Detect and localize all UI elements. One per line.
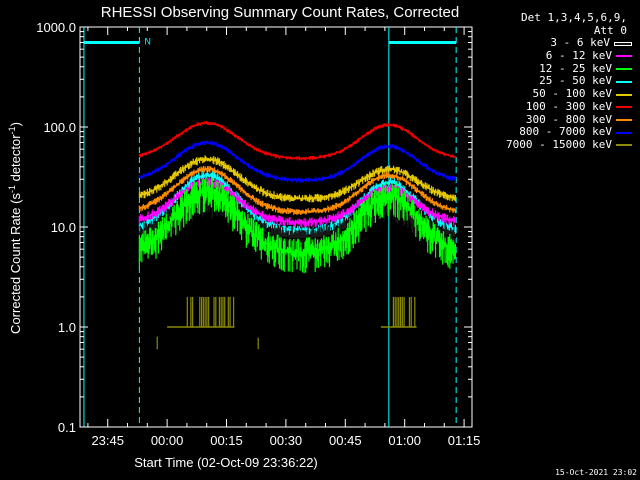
series-layer <box>138 120 457 274</box>
legend-item-label: 25 - 50 keV <box>539 74 612 88</box>
legend-swatch <box>616 68 632 71</box>
series-line <box>139 122 457 160</box>
legend-swatch <box>616 144 632 147</box>
x-tick-label: 01:00 <box>388 433 421 448</box>
axes: 1000.0 100.0 10.0 1.0 0.1 23:45 00:00 00:15 00:3… <box>36 20 480 448</box>
y-tick-label: 0.1 <box>58 420 76 435</box>
legend: Det 1,3,4,5,6,9, Att 0 3 - 6 keV 6 - 12 k… <box>482 11 632 152</box>
legend-swatch <box>616 93 632 96</box>
series-50-100keV <box>138 155 457 203</box>
x-axis-label: Start Time (02-Oct-09 23:36:22) <box>134 455 318 470</box>
y-tick-label: 10.0 <box>51 220 76 235</box>
legend-item-label: 7000 - 15000 keV <box>506 137 612 151</box>
legend-swatch <box>614 41 632 46</box>
legend-item: 12 - 25 keV <box>482 61 632 76</box>
y-tick-label: 1.0 <box>58 320 76 335</box>
legend-item: 3 - 6 keV <box>482 37 632 50</box>
olive-series-layer <box>156 296 417 350</box>
legend-swatch <box>616 131 632 134</box>
x-tick-label: 00:00 <box>151 433 184 448</box>
x-tick-label: 01:15 <box>448 433 481 448</box>
legend-item-label: 12 - 25 keV <box>539 61 612 75</box>
legend-swatch <box>616 80 632 83</box>
legend-item: 6 - 12 keV <box>482 49 632 63</box>
series-800-7000keV <box>138 140 457 183</box>
x-tick-label: 23:45 <box>91 433 124 448</box>
series-line <box>139 158 457 200</box>
legend-item-label: 6 - 12 keV <box>545 49 612 63</box>
legend-item: 100 - 300 keV <box>482 99 632 114</box>
series-line <box>139 174 457 232</box>
timestamp: 15-Oct-2021 23:02 <box>555 468 637 477</box>
chart-title: RHESSI Observing Summary Count Rates, Co… <box>101 4 459 21</box>
series-line <box>139 190 457 253</box>
legend-item: 25 - 50 keV <box>482 75 632 88</box>
legend-item-label: 300 - 800 keV <box>525 112 612 126</box>
legend-swatch <box>616 118 632 121</box>
y-tick-label: 100.0 <box>43 120 76 135</box>
x-tick-label: 00:45 <box>329 433 362 448</box>
series-12-25keV <box>138 177 457 274</box>
legend-swatch <box>616 55 632 58</box>
legend-item-label: 50 - 100 keV <box>532 87 612 101</box>
y-tick-label: 1000.0 <box>36 20 76 35</box>
series-100-300keV <box>138 120 457 161</box>
night-marker-label: N <box>144 36 151 46</box>
legend-item: 300 - 800 keV <box>482 112 632 127</box>
series-300-800keV <box>138 166 457 215</box>
legend-header-2: Att 0 <box>593 23 627 37</box>
legend-item: 50 - 100 keV <box>482 87 632 101</box>
legend-item-label: 800 - 7000 keV <box>519 125 612 139</box>
legend-item-label: 3 - 6 keV <box>550 36 610 50</box>
y-axis-label: Corrected Count Rate (s-1 detector-1) <box>7 122 23 334</box>
legend-item: 7000 - 15000 keV <box>482 137 632 152</box>
x-tick-label: 00:15 <box>210 433 243 448</box>
legend-header-1: Det 1,3,4,5,6,9, <box>521 11 627 24</box>
x-tick-label: 00:30 <box>270 433 303 448</box>
legend-rows: 3 - 6 keV 6 - 12 keV 12 - 25 keV 25 - 50 ke… <box>482 37 632 151</box>
legend-swatch <box>616 106 632 109</box>
series-line <box>139 168 457 213</box>
series-line <box>139 141 457 181</box>
legend-item: 800 - 7000 keV <box>482 126 632 139</box>
legend-item-label: 100 - 300 keV <box>525 99 612 113</box>
